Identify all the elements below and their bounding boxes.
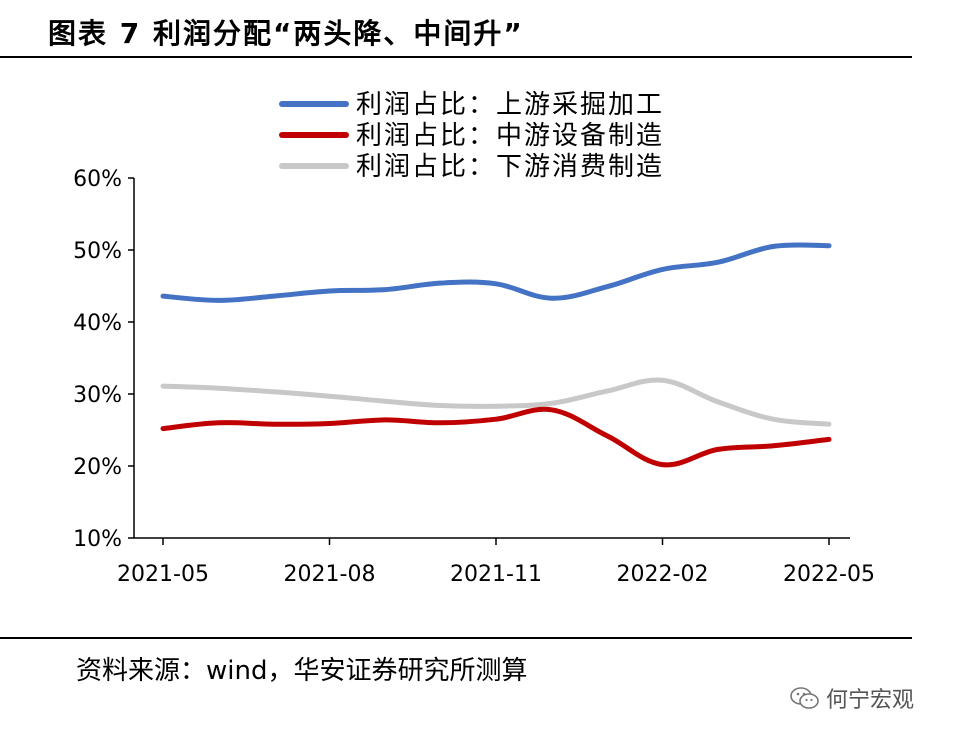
series-line-downstream: [160, 377, 832, 427]
x-tick-label: 2021-05: [117, 562, 209, 587]
x-tick-label: 2021-11: [450, 562, 542, 587]
y-tick-label: 50%: [73, 239, 122, 264]
y-tick-label: 30%: [73, 383, 122, 408]
chart-title: 图表 7 利润分配“两头降、中间升”: [48, 17, 524, 50]
x-axis: 2021-05 2021-08 2021-11 2022-02 2022-05: [117, 537, 875, 587]
watermark: 何宁宏观: [790, 682, 914, 714]
y-tick-label: 60%: [73, 167, 122, 192]
source-note: 资料来源：wind，华安证券研究所测算: [76, 656, 528, 686]
y-tick-label: 20%: [73, 455, 122, 480]
chart-series: [160, 242, 832, 468]
bottom-divider: [0, 637, 912, 639]
y-axis: 10% 20% 30% 40% 50% 60%: [73, 167, 135, 552]
series-line-upstream: [160, 242, 832, 303]
legend-label-midstream: 利润占比：中游设备制造: [356, 121, 664, 151]
series-line-midstream: [160, 406, 832, 468]
legend-label-downstream: 利润占比：下游消费制造: [356, 152, 664, 182]
y-tick-label: 40%: [73, 311, 122, 336]
x-tick-label: 2022-05: [783, 562, 875, 587]
top-divider: [0, 56, 912, 58]
legend-label-upstream: 利润占比：上游采掘加工: [356, 90, 664, 120]
watermark-text: 何宁宏观: [826, 688, 915, 713]
x-tick-label: 2022-02: [617, 562, 709, 587]
x-tick-label: 2021-08: [284, 562, 376, 587]
wechat-icon: [790, 687, 819, 709]
y-tick-label: 10%: [73, 527, 122, 552]
